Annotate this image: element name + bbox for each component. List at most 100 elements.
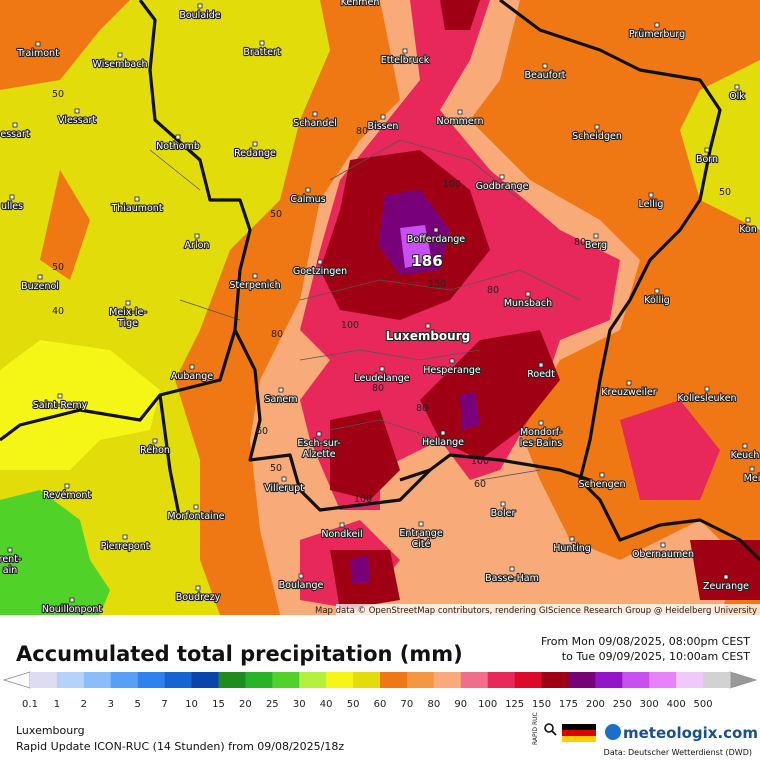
region: Luxembourg bbox=[16, 724, 85, 737]
place-label: Nothomb bbox=[156, 141, 200, 152]
place-dot bbox=[594, 124, 600, 130]
place-label: Bofferdange bbox=[407, 234, 465, 245]
color-swatch bbox=[649, 672, 677, 688]
place-dot bbox=[457, 109, 463, 115]
color-swatch bbox=[595, 672, 623, 688]
place-label: Roedt bbox=[527, 369, 555, 380]
place-label: Basse-Ham bbox=[485, 573, 539, 584]
contour-label: 80 bbox=[416, 403, 428, 414]
place-dot bbox=[418, 521, 424, 527]
flag bbox=[562, 724, 596, 730]
place-dot bbox=[175, 134, 181, 140]
contour-label: 80 bbox=[574, 237, 586, 248]
contour-label: 40 bbox=[52, 306, 64, 317]
place-dot bbox=[449, 358, 455, 364]
place-label: Godbrange bbox=[476, 181, 529, 192]
place-label: Hesperange bbox=[423, 365, 481, 376]
level-label: 5 bbox=[135, 699, 141, 710]
color-swatch bbox=[30, 672, 58, 688]
place-dot bbox=[35, 41, 41, 47]
place-label: Lellig bbox=[639, 199, 664, 210]
contour-label: 50 bbox=[719, 187, 731, 198]
place-label: Hellange bbox=[422, 437, 464, 448]
contour-label: 60 bbox=[474, 479, 486, 490]
place-label: essart bbox=[0, 129, 29, 140]
contour-labels: 50 50 40 50 80 100 80 80 100 150 80 80 80 60 50 100 60 10… bbox=[52, 89, 731, 505]
place-label: Morfontaine bbox=[167, 511, 224, 522]
place-label: Réhon bbox=[140, 445, 170, 456]
place-label: Revémont bbox=[43, 490, 92, 501]
place-label: Thiaumont bbox=[110, 203, 162, 214]
place-dot bbox=[654, 288, 660, 294]
level-label: 7 bbox=[161, 699, 167, 710]
legend-title: Accumulated total precipitation (mm) bbox=[16, 642, 463, 666]
place-dot bbox=[281, 476, 287, 482]
level-label: 40 bbox=[320, 699, 333, 710]
place-dot bbox=[12, 122, 18, 128]
level-label: 0.1 bbox=[22, 699, 38, 710]
level-label: 200 bbox=[586, 699, 605, 710]
place-dot bbox=[745, 217, 751, 223]
period-to: to Tue 09/09/2025, 10:00am CEST bbox=[562, 650, 750, 663]
place-label: Bissen bbox=[368, 121, 399, 132]
place-dot bbox=[626, 380, 632, 386]
color-swatch bbox=[622, 672, 650, 688]
place-dot bbox=[433, 227, 439, 233]
place-dot bbox=[500, 501, 506, 507]
place-label: Nouillonpont bbox=[42, 604, 103, 615]
place-label: Hunting bbox=[553, 543, 591, 554]
place-dot bbox=[704, 386, 710, 392]
light-rain-area bbox=[0, 340, 160, 470]
color-swatch bbox=[137, 672, 166, 688]
place-dot bbox=[542, 63, 548, 69]
place-label: ain bbox=[3, 565, 17, 576]
search-icon bbox=[544, 723, 554, 733]
place-label: Mondorf- bbox=[520, 427, 562, 438]
color-swatch bbox=[676, 672, 704, 688]
color-swatch bbox=[353, 672, 381, 688]
place-label: Munsbach bbox=[504, 298, 552, 309]
place-label: Meix-le- bbox=[109, 307, 147, 318]
color-swatch bbox=[110, 672, 139, 688]
level-label: 175 bbox=[559, 699, 578, 710]
contour-label: 80 bbox=[356, 126, 368, 137]
color-bar: 0.1 1 2 3 5 7 10 15 20 25 30 40 50 60 70 80 90 100 125 150 1… bbox=[2, 671, 758, 710]
place-label: Kreuzweiler bbox=[601, 387, 657, 398]
level-label: 125 bbox=[505, 699, 524, 710]
place-label: Cité bbox=[412, 539, 431, 550]
country-border bbox=[0, 0, 252, 442]
place-dot bbox=[9, 194, 15, 200]
place-dot bbox=[402, 48, 408, 54]
level-label: 80 bbox=[427, 699, 440, 710]
place-label: rent- bbox=[0, 554, 21, 565]
place-dot bbox=[648, 192, 654, 198]
place-dot bbox=[339, 522, 345, 528]
level-label: 2 bbox=[81, 699, 87, 710]
place-label: ulles bbox=[1, 201, 23, 212]
orange-area bbox=[0, 0, 130, 280]
place-dot bbox=[252, 141, 258, 147]
level-label: 3 bbox=[108, 699, 114, 710]
place-label: Tige bbox=[117, 318, 138, 329]
model-info: Rapid Update ICON-RUC (14 Stunden) from … bbox=[16, 740, 344, 753]
contour-label: 50 bbox=[270, 463, 282, 474]
place-label: les-Bains bbox=[520, 438, 563, 449]
footer: Luxembourg Rapid Update ICON-RUC (14 Stu… bbox=[16, 712, 758, 757]
place-label: Kehmen bbox=[341, 0, 380, 8]
place-dot bbox=[64, 483, 70, 489]
color-swatch bbox=[541, 672, 569, 688]
color-swatch bbox=[326, 672, 354, 688]
place-dot bbox=[525, 291, 531, 297]
search-icon bbox=[551, 730, 557, 736]
attribution-bg bbox=[336, 604, 760, 615]
contour-lines bbox=[149, 139, 581, 481]
place-dot bbox=[252, 273, 258, 279]
place-label: Aubange bbox=[171, 371, 213, 382]
place-label: Schandel bbox=[293, 118, 337, 129]
purple-area bbox=[350, 190, 480, 584]
place-dot bbox=[259, 40, 265, 46]
place-dot bbox=[654, 22, 660, 28]
contour-label: 100 bbox=[341, 320, 359, 331]
country-border bbox=[499, 0, 760, 562]
country-border bbox=[233, 329, 591, 512]
